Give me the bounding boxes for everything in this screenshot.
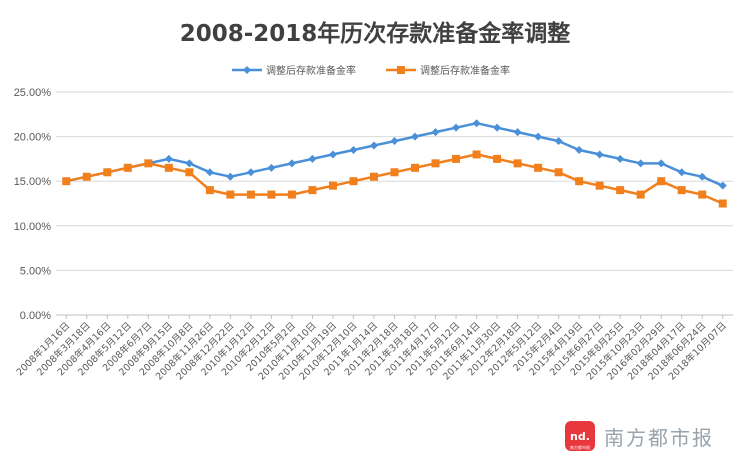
data-point [103, 168, 112, 177]
y-tick-label: 10.00% [14, 221, 52, 233]
legend-label: 调整后存款准备金率 [266, 64, 356, 77]
data-point [431, 128, 440, 137]
data-point [349, 145, 358, 154]
data-point [287, 159, 296, 168]
data-point [62, 177, 71, 186]
data-point [267, 190, 276, 199]
series-line [66, 121, 724, 187]
data-point [308, 186, 317, 195]
newspaper-logo [565, 421, 595, 451]
grid [56, 91, 733, 316]
data-point [677, 168, 686, 177]
data-point [287, 190, 296, 199]
data-point [452, 154, 461, 163]
data-point [513, 128, 522, 137]
data-point [677, 186, 686, 195]
y-tick-label: 20.00% [14, 132, 52, 144]
legend-marker [397, 66, 405, 74]
data-point [554, 137, 563, 146]
data-point [718, 181, 727, 190]
data-point [554, 168, 563, 177]
series-1 [62, 119, 727, 190]
y-tick-label: 25.00% [14, 87, 52, 99]
data-point [82, 172, 91, 181]
data-point [431, 159, 440, 168]
data-point [616, 186, 625, 195]
data-point [246, 190, 255, 199]
y-tick-label: 0.00% [20, 310, 51, 322]
chart-title: 2008-2018年历次存款准备金率调整 [180, 20, 571, 47]
data-point [308, 154, 317, 163]
series-2 [62, 150, 727, 208]
data-point [164, 163, 173, 172]
x-axis: 2008年1月16日2008年3月18日2008年4月16日2008年5月12日… [14, 315, 729, 382]
data-point [205, 186, 214, 195]
logo-subtext: 南方都市报 [570, 444, 590, 450]
data-point [246, 168, 255, 177]
data-point [185, 159, 194, 168]
data-point [493, 123, 502, 132]
data-point [390, 137, 399, 146]
data-point [534, 132, 543, 141]
data-point [452, 123, 461, 132]
data-point [328, 181, 337, 190]
legend-label: 调整后存款准备金率 [420, 64, 510, 77]
data-point [472, 150, 481, 159]
series-line [66, 153, 724, 205]
data-point [164, 154, 173, 163]
data-point [349, 177, 358, 186]
data-point [328, 150, 337, 159]
data-point [185, 168, 194, 177]
legend-marker [243, 66, 251, 74]
data-point [636, 159, 645, 168]
data-point [698, 190, 707, 199]
watermark-text: 南方都市报 [604, 426, 714, 450]
y-tick-label: 15.00% [14, 176, 52, 188]
data-point [657, 159, 666, 168]
data-point [472, 119, 481, 128]
data-point [513, 159, 522, 168]
series-group [62, 119, 727, 208]
y-axis: 0.00% 5.00% 10.00% 15.00% 20.00% 25.00% [14, 87, 52, 322]
data-point [575, 145, 584, 154]
data-point [636, 190, 645, 199]
data-point [226, 172, 235, 181]
data-point [205, 168, 214, 177]
data-point [718, 199, 727, 208]
legend: 调整后存款准备金率 调整后存款准备金率 [232, 64, 510, 77]
data-point [411, 163, 420, 172]
data-point [390, 168, 399, 177]
data-point [226, 190, 235, 199]
data-point [657, 177, 666, 186]
y-tick-label: 5.00% [20, 265, 51, 277]
logo-text: nd. [570, 430, 590, 443]
data-point [698, 172, 707, 181]
data-point [595, 181, 604, 190]
data-point [123, 163, 132, 172]
data-point [595, 150, 604, 159]
data-point [616, 154, 625, 163]
data-point [369, 172, 378, 181]
data-point [575, 177, 584, 186]
watermark: nd. 南方都市报 南方都市报 [565, 421, 714, 451]
data-point [534, 163, 543, 172]
data-point [369, 141, 378, 150]
data-point [411, 132, 420, 141]
data-point [144, 159, 153, 168]
data-point [267, 163, 276, 172]
data-point [493, 154, 502, 163]
